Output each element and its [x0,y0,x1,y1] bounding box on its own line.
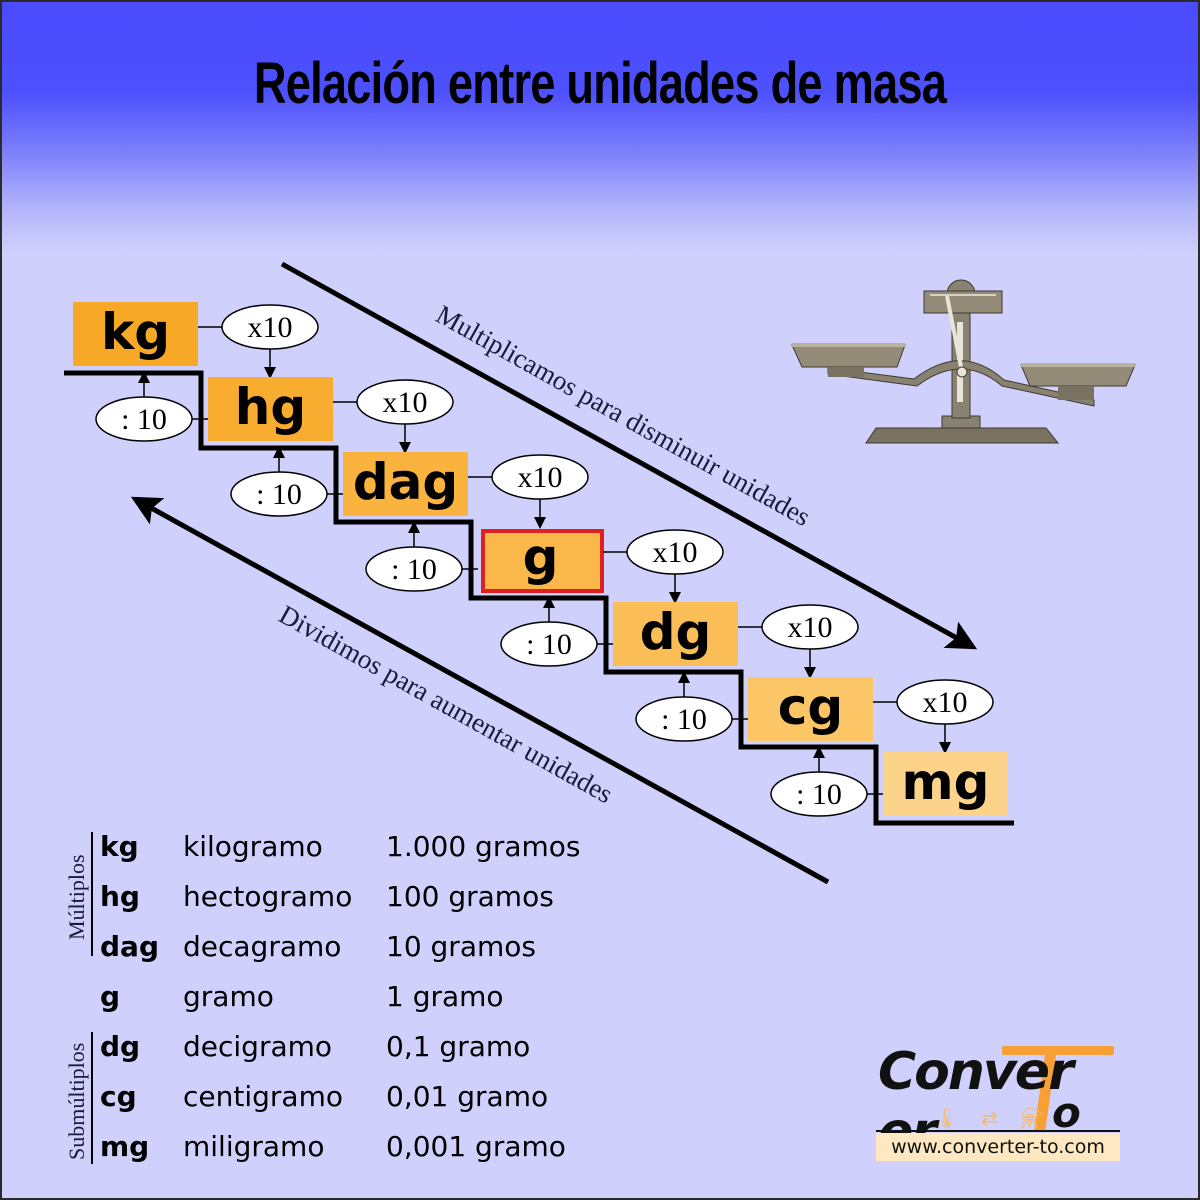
unit-symbol-label: dg [640,603,712,661]
unit-box-kg: kg [73,302,198,366]
unit-name: decagramo [183,930,342,963]
divide-by-10-oval: : 10 [365,521,478,592]
unit-name: decigramo [183,1030,333,1063]
unit-value: 10 gramos [386,930,536,963]
divide-label: : 10 [256,478,302,511]
unit-value: 0,01 gramo [386,1080,549,1113]
staircase-line [64,370,1014,826]
unit-value: 1.000 gramos [386,830,581,863]
unit-name: kilogramo [183,830,323,863]
divide-label: : 10 [796,778,842,811]
submultiples-label: Submúltiplos [64,1042,89,1160]
divide-label: : 10 [121,403,167,436]
multiply-by-10-oval: x10 [738,604,859,679]
logo-url: www.converter-to.com [876,1133,1120,1161]
divide-label: : 10 [391,553,437,586]
logo-t-bar [1002,1046,1114,1055]
divide-by-10-oval: : 10 [500,596,613,667]
logo-conversion-icons: 🌡 ⇄ ⚗ [934,1108,1053,1130]
divide-by-10-oval: : 10 [770,746,883,817]
multiply-direction-arrow [280,261,978,650]
unit-box-g: g [481,528,604,593]
unit-symbol-label: mg [902,753,990,811]
unit-box-dag: dag [343,452,468,516]
unit-value: 0,1 gramo [386,1030,531,1063]
multiply-label: x10 [383,386,428,419]
unit-symbol: hg [100,880,140,913]
converter-to-logo: Converer o 🌡 ⇄ ⚗ www.converter-to.com [874,1042,1120,1164]
submultiples-bracket [91,1032,93,1164]
unit-symbol-label: cg [778,678,843,736]
unit-symbol-label: dag [353,453,458,511]
unit-name: hectogramo [183,880,353,913]
multiply-label: x10 [923,686,968,719]
multiples-bracket [91,832,93,956]
unit-value: 0,001 gramo [386,1130,566,1163]
logo-o: o [1052,1088,1081,1137]
unit-symbol: mg [100,1130,150,1163]
multiply-label: x10 [653,536,698,569]
page-title: Relación entre unidades de masa [253,51,947,116]
unit-symbol: g [100,980,121,1013]
divide-by-10-oval: : 10 [95,371,208,442]
multiply-label: x10 [248,311,293,344]
multiply-by-10-oval: x10 [603,529,724,604]
balance-scale-icon [791,279,1136,444]
logo-divider [876,1130,1120,1132]
multiply-by-10-oval: x10 [333,379,454,454]
multiply-label: x10 [788,611,833,644]
unit-name: gramo [183,980,274,1013]
divide-by-10-oval: : 10 [635,671,748,742]
multiply-by-10-oval: x10 [198,304,319,379]
unit-symbol: dag [100,930,159,963]
unit-box-mg: mg [883,752,1008,816]
multiply-by-10-oval: x10 [873,679,994,754]
unit-box-hg: hg [208,377,333,441]
divide-direction-arrow [130,496,830,885]
divide-by-10-oval: : 10 [230,446,343,517]
divide-label: : 10 [526,628,572,661]
unit-name: miligramo [183,1130,325,1163]
unit-value: 100 gramos [386,880,554,913]
unit-box-dg: dg [613,602,738,666]
multiples-label: Múltiplos [64,854,89,940]
unit-symbol-label: hg [235,378,306,436]
multiply-direction-label: Multiplicamos para disminuir unidades [431,299,815,532]
unit-symbol: dg [100,1030,141,1063]
unit-symbol: cg [100,1080,137,1113]
unit-value: 1 gramo [386,980,504,1013]
unit-symbol: kg [100,830,139,863]
multiply-by-10-oval: x10 [468,454,589,529]
multiply-label: x10 [518,461,563,494]
unit-box-cg: cg [748,677,873,741]
unit-name: centigramo [183,1080,343,1113]
divide-label: : 10 [661,703,707,736]
unit-symbol-label: g [523,528,559,586]
unit-symbol-label: kg [101,303,170,361]
